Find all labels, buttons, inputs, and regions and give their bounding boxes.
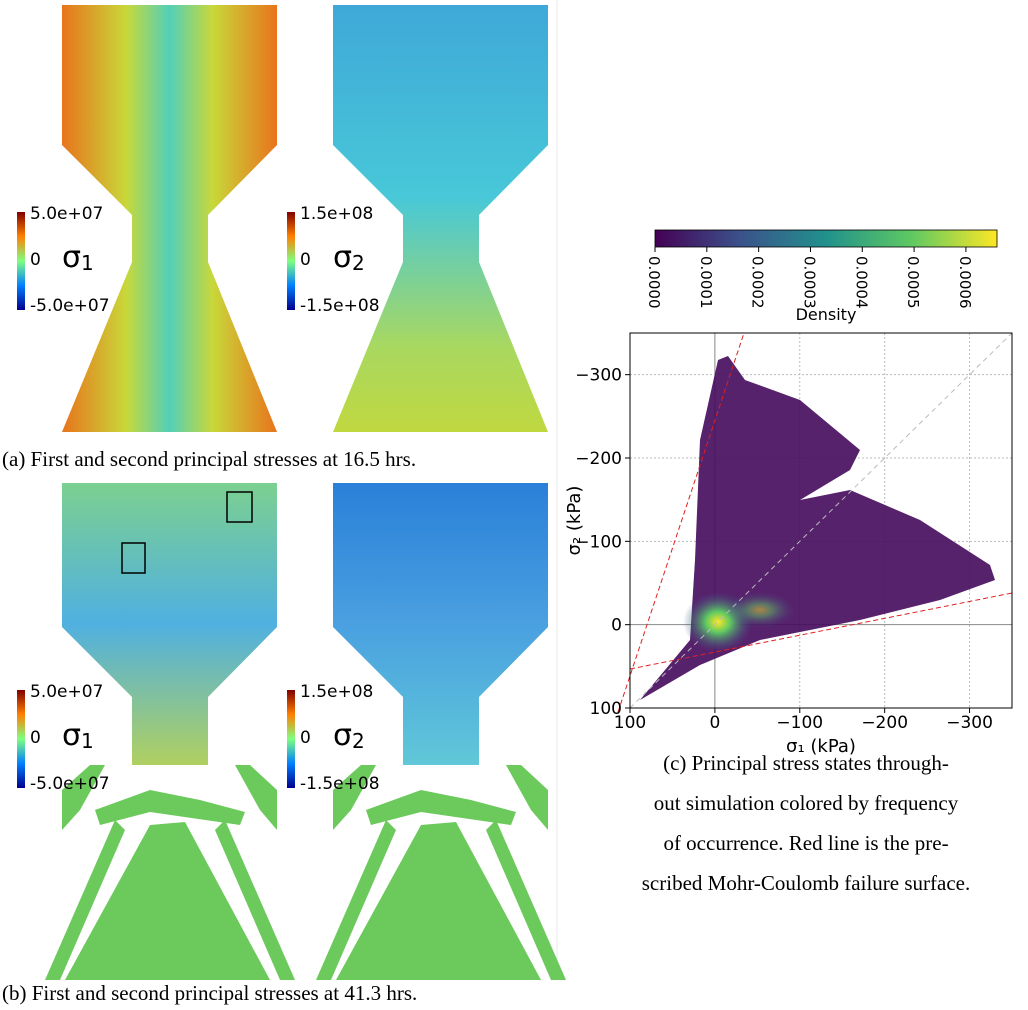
- y-tick-label: −100: [575, 532, 622, 552]
- highlight-box: [121, 542, 146, 574]
- debris: [45, 765, 566, 980]
- colorbar: 5.0e+07 0 -5.0e+07 σ1: [17, 682, 110, 794]
- cb-mid: 0: [300, 250, 311, 270]
- cb-mid: 0: [30, 728, 41, 748]
- point-cloud: [640, 356, 995, 700]
- cb-min: -5.0e+07: [30, 296, 110, 316]
- density-peak: [725, 592, 795, 628]
- colorbar: 1.5e+08 0 -1.5e+08 σ2: [287, 204, 380, 316]
- symbol: σ1: [62, 718, 94, 753]
- colorbar-tick-label: 0.0006: [956, 256, 974, 309]
- cb-mid: 0: [300, 728, 311, 748]
- symbol: σ2: [333, 718, 365, 753]
- colorbar-tick-label: 0.0005: [904, 256, 922, 309]
- symbol: σ1: [62, 240, 94, 275]
- cb-min: -5.0e+07: [30, 774, 110, 794]
- cb-min: -1.5e+08: [300, 774, 380, 794]
- y-tick-label: −200: [575, 449, 622, 469]
- plot-frame: [629, 332, 1013, 709]
- caption-line: of occurrence. Red line is the pre-: [663, 831, 948, 855]
- colorbar: 1.5e+08 0 -1.5e+08 σ2: [287, 682, 380, 794]
- y-tick-label: 100: [590, 699, 622, 719]
- caption: (b) First and second principal stresses …: [2, 981, 417, 1005]
- highlight-box: [226, 491, 253, 523]
- caption: (a) First and second principal stresses …: [2, 447, 416, 471]
- symbol: σ2: [333, 240, 365, 275]
- failure-line: [629, 592, 1013, 670]
- x-tick-label: 100: [614, 713, 646, 733]
- cb-min: -1.5e+08: [300, 296, 380, 316]
- colorbar-tick-label: 0.0003: [800, 256, 818, 309]
- colorbar: [654, 229, 998, 248]
- colorbar: 5.0e+07 0 -5.0e+07 σ1: [17, 204, 110, 316]
- cb-max: 5.0e+07: [30, 204, 103, 224]
- caption-line: out simulation colored by frequency: [654, 791, 959, 815]
- colorbar-tick-label: 0.0002: [749, 256, 767, 309]
- x-tick-label: −100: [776, 713, 823, 733]
- stress-field: [62, 5, 277, 432]
- y-axis-label: σ₂ (kPa): [564, 486, 585, 556]
- colorbar-tick-label: 0.0004: [852, 256, 870, 309]
- failure-line: [617, 332, 745, 713]
- y-tick-label: 0: [611, 616, 622, 636]
- caption-line: scribed Mohr-Coulomb failure surface.: [642, 871, 970, 895]
- cb-max: 1.5e+08: [300, 682, 373, 702]
- caption-line: (c) Principal stress states through-: [663, 751, 949, 775]
- cb-max: 5.0e+07: [30, 682, 103, 702]
- caption: (c) Principal stress states through-out …: [642, 751, 970, 895]
- colorbar-tick-label: 0.0000: [645, 256, 663, 309]
- colorbar-tick-label: 0.0001: [697, 256, 715, 309]
- x-tick-label: 0: [709, 713, 720, 733]
- stress-field: [333, 5, 548, 432]
- x-tick-label: −300: [946, 713, 993, 733]
- colorbar-label: Density: [796, 305, 857, 324]
- y-tick-label: −300: [575, 366, 622, 386]
- x-axis-label: σ₁ (kPa): [786, 736, 856, 757]
- x-tick-label: −200: [861, 713, 908, 733]
- cb-mid: 0: [30, 250, 41, 270]
- stress-field: [333, 483, 548, 765]
- cb-max: 1.5e+08: [300, 204, 373, 224]
- stress-field: [62, 483, 277, 765]
- plot: [617, 332, 1013, 713]
